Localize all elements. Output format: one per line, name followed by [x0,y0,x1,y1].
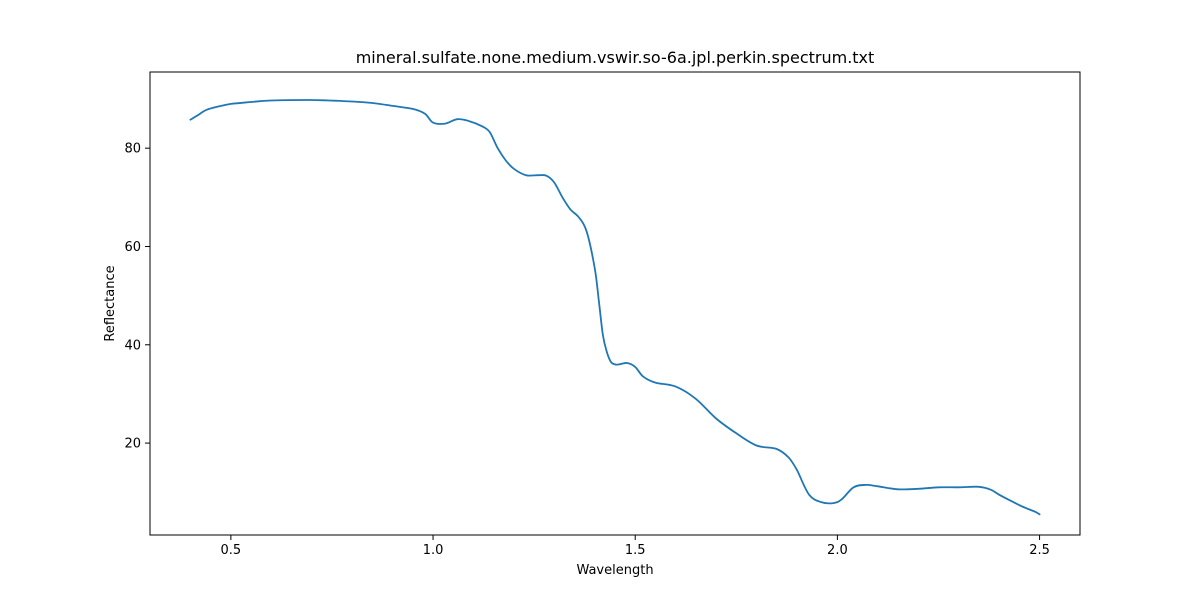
y-tick-label: 80 [124,142,141,157]
chart-title: mineral.sulfate.none.medium.vswir.so-6a.… [356,48,875,67]
plot-area [150,72,1080,535]
y-axis-label: Reflectance [103,265,118,341]
x-tick-label: 2.0 [827,543,848,558]
y-tick-label: 40 [124,338,141,353]
x-axis-ticks: 0.5 1.0 1.5 2.0 2.5 [221,535,1050,558]
y-axis-ticks: 20 40 60 80 [124,142,150,452]
reflectance-series-line [189,99,1041,516]
y-tick-label: 60 [124,240,141,255]
x-tick-label: 1.0 [423,543,444,558]
x-tick-label: 2.5 [1029,543,1050,558]
x-tick-label: 1.5 [625,543,646,558]
x-axis-label: Wavelength [576,563,653,578]
plot-frame [149,71,1081,536]
y-tick-label: 20 [124,437,141,452]
x-tick-label: 0.5 [221,543,242,558]
